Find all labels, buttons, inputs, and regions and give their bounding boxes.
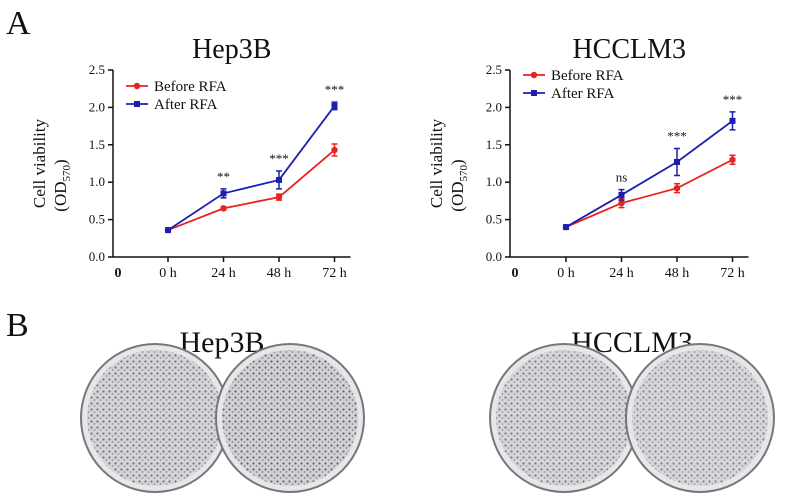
y-label-line: Cell viability bbox=[427, 118, 446, 208]
marker bbox=[165, 227, 171, 234]
y-tick-label: 1.0 bbox=[486, 174, 502, 189]
marker bbox=[729, 156, 736, 163]
x-origin-label: 0 bbox=[115, 266, 122, 281]
legend-marker bbox=[133, 82, 141, 90]
y-tick-label: 1.0 bbox=[89, 174, 105, 189]
legend-label: After RFA bbox=[154, 97, 218, 113]
marker bbox=[331, 102, 338, 109]
marker bbox=[220, 205, 227, 212]
y-tick-label: 0.5 bbox=[486, 212, 502, 227]
panel-label: B bbox=[6, 307, 29, 344]
y-tick-label: 2.5 bbox=[89, 62, 105, 77]
dish-cells bbox=[632, 350, 768, 486]
photo-title: Hep3B bbox=[180, 326, 265, 359]
significance: *** bbox=[723, 92, 743, 107]
y-label-unit: (OD bbox=[51, 181, 70, 211]
dish-cells bbox=[87, 350, 223, 486]
y-tick-label: 0.5 bbox=[89, 212, 105, 227]
legend-label: Before RFA bbox=[551, 68, 624, 84]
significance: ** bbox=[217, 169, 230, 184]
legend-label: After RFA bbox=[551, 86, 615, 102]
marker bbox=[331, 146, 338, 154]
dish-cells bbox=[496, 350, 632, 486]
y-label-line: Cell viability bbox=[30, 118, 49, 208]
y-label-unit: ) bbox=[51, 159, 70, 165]
series-line bbox=[167, 149, 336, 231]
legend-marker bbox=[530, 71, 538, 79]
x-tick-label: 0 h bbox=[159, 266, 177, 281]
x-tick-label: 72 h bbox=[322, 266, 347, 281]
significance: *** bbox=[269, 151, 289, 166]
y-label-sub: 570 bbox=[458, 164, 470, 181]
marker bbox=[618, 191, 625, 198]
marker bbox=[674, 159, 680, 166]
legend-label: Before RFA bbox=[154, 79, 227, 95]
series-line bbox=[565, 158, 733, 228]
x-tick-label: 48 h bbox=[267, 266, 292, 281]
marker bbox=[275, 193, 283, 201]
marker bbox=[729, 117, 736, 124]
dish-cells bbox=[222, 350, 358, 486]
chart-title: HCCLM3 bbox=[572, 34, 686, 65]
y-tick-label: 2.0 bbox=[89, 99, 105, 114]
y-tick-label: 0.0 bbox=[89, 249, 105, 264]
legend-marker bbox=[531, 90, 537, 96]
series-line bbox=[565, 120, 734, 228]
x-tick-label: 0 h bbox=[557, 266, 575, 281]
y-tick-label: 2.5 bbox=[486, 62, 502, 77]
y-tick-label: 2.0 bbox=[486, 99, 502, 114]
y-label-sub: 570 bbox=[61, 164, 73, 181]
marker bbox=[618, 199, 625, 207]
chart-title: Hep3B bbox=[192, 34, 271, 65]
panel-label: A bbox=[6, 5, 31, 42]
y-label-unit: ) bbox=[448, 159, 467, 165]
y-tick-label: 1.5 bbox=[486, 137, 502, 152]
x-tick-label: 24 h bbox=[609, 266, 634, 281]
y-tick-label: 1.5 bbox=[89, 137, 105, 152]
marker bbox=[220, 190, 227, 197]
marker bbox=[673, 184, 681, 192]
y-axis-label: Cell viability (OD570) bbox=[427, 118, 470, 211]
x-tick-label: 72 h bbox=[720, 266, 745, 281]
legend-marker bbox=[134, 101, 140, 107]
y-axis-label: Cell viability (OD570) bbox=[30, 118, 73, 211]
x-origin-label: 0 bbox=[512, 266, 519, 281]
marker bbox=[563, 224, 569, 231]
y-label-unit: (OD bbox=[448, 181, 467, 211]
series-line bbox=[167, 105, 336, 231]
significance: ns bbox=[616, 170, 628, 185]
marker bbox=[276, 176, 282, 183]
x-tick-label: 48 h bbox=[665, 266, 690, 281]
significance: *** bbox=[667, 129, 687, 144]
y-tick-label: 0.0 bbox=[486, 249, 502, 264]
significance: *** bbox=[325, 82, 345, 97]
x-tick-label: 24 h bbox=[211, 266, 236, 281]
photos bbox=[80, 343, 775, 493]
